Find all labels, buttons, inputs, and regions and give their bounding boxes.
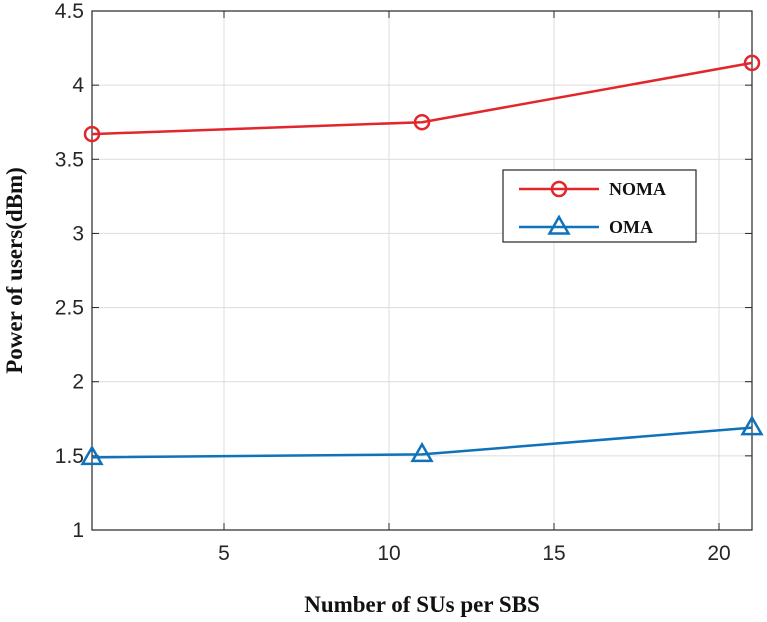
data-point	[740, 415, 764, 436]
data-point	[80, 444, 104, 466]
y-axis-label: Power of users(dBm)	[2, 167, 27, 374]
series-layer	[80, 54, 764, 466]
plot-frame	[91, 10, 753, 531]
x-tick-label: 10	[377, 542, 400, 565]
y-tick-label: 2	[72, 371, 84, 394]
legend: NOMA OMA	[502, 169, 697, 243]
legend-item-noma: NOMA	[519, 179, 666, 199]
series-noma	[83, 54, 761, 143]
grid	[92, 11, 752, 530]
y-tick-label: 3	[72, 222, 84, 245]
series-line	[91, 61, 753, 136]
y-tick-label: 3.5	[55, 148, 84, 171]
y-tick-label: 1.5	[55, 445, 84, 468]
series-line	[91, 426, 753, 459]
y-tick-label: 2.5	[55, 297, 84, 320]
y-tick-label: 4	[72, 74, 84, 97]
data-point	[83, 125, 101, 143]
y-tick-label: 4.5	[55, 0, 84, 23]
x-tick-label: 15	[542, 542, 565, 565]
legend-marker	[550, 180, 568, 198]
legend-item-oma: OMA	[519, 214, 653, 237]
x-tick-label: 5	[218, 542, 230, 565]
data-point	[410, 441, 434, 463]
legend-box	[502, 169, 697, 243]
legend-label: NOMA	[609, 179, 666, 199]
x-axis-label: Number of SUs per SBS	[304, 592, 540, 617]
y-tick-label: 1	[72, 519, 84, 542]
legend-label: OMA	[609, 217, 653, 237]
data-point	[743, 54, 761, 72]
axis-ticks: 5 10 15 20 1 1.5 2 2.5 3 3.5 4 4.5	[55, 0, 752, 565]
data-point	[413, 113, 431, 131]
x-tick-label: 20	[707, 542, 730, 565]
series-oma	[80, 415, 764, 466]
legend-marker	[547, 214, 571, 235]
